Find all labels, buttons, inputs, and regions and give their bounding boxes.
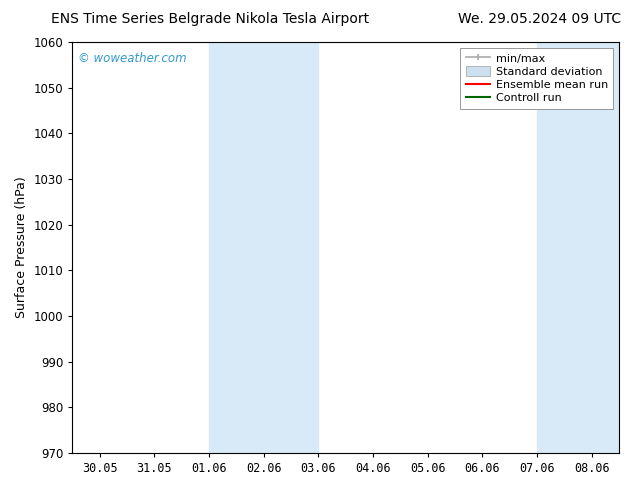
Bar: [537, 42, 619, 453]
Bar: [209, 42, 318, 453]
Text: ENS Time Series Belgrade Nikola Tesla Airport: ENS Time Series Belgrade Nikola Tesla Ai…: [51, 12, 369, 26]
Text: © woweather.com: © woweather.com: [78, 52, 186, 65]
Y-axis label: Surface Pressure (hPa): Surface Pressure (hPa): [15, 176, 28, 318]
Text: We. 29.05.2024 09 UTC: We. 29.05.2024 09 UTC: [458, 12, 621, 26]
Legend: min/max, Standard deviation, Ensemble mean run, Controll run: min/max, Standard deviation, Ensemble me…: [460, 48, 614, 109]
